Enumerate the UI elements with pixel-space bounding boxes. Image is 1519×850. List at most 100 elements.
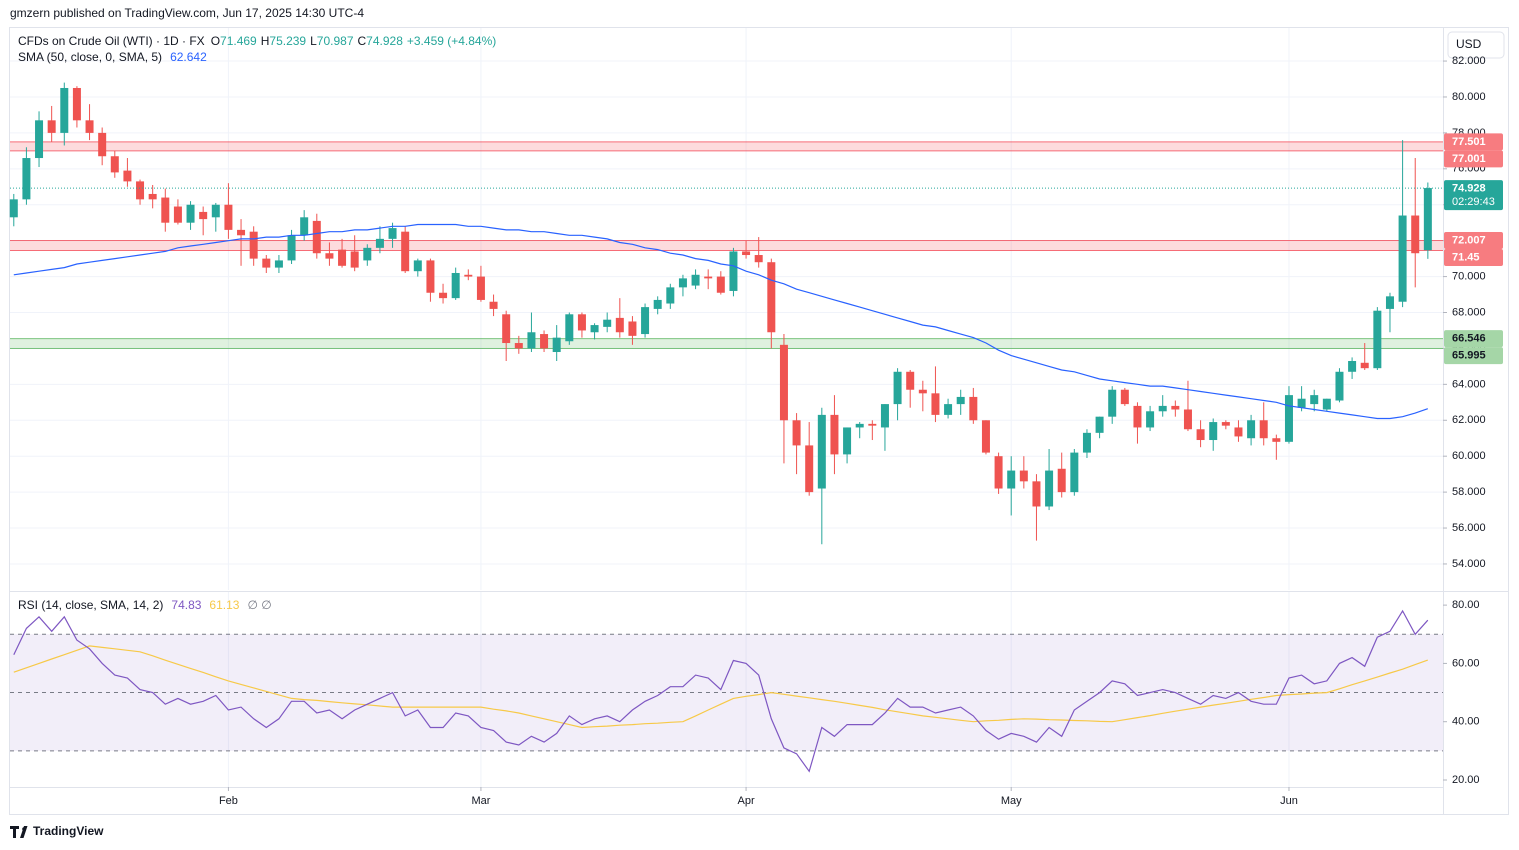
candle-body (830, 414, 839, 455)
legend: CFDs on Crude Oil (WTI) · 1D · FX O71.469… (18, 34, 496, 48)
candle-body (439, 292, 448, 299)
rsi-symbols: ∅ ∅ (247, 598, 271, 612)
rsi-line (13, 609, 1429, 773)
candle-body (552, 337, 561, 353)
candle-body (1272, 438, 1281, 442)
y-tick-label: 54.000 (1452, 558, 1486, 570)
candle-body (1385, 296, 1394, 309)
candle-body (969, 396, 978, 421)
ohlc-value: 74.928 (366, 34, 403, 48)
sma-legend: SMA (50, close, 0, SMA, 5) 62.642 (18, 50, 207, 64)
candle-body (1423, 188, 1432, 251)
candle-body (464, 274, 473, 277)
x-tick-label: Apr (738, 795, 755, 807)
candle-body (754, 255, 763, 263)
candle-body (35, 120, 44, 159)
candle-body (262, 258, 271, 268)
candle-body (22, 158, 31, 200)
candle-body (413, 260, 422, 272)
ohlc-label: O (211, 34, 220, 48)
publisher: gmzern published on TradingView.com, Jun… (10, 6, 364, 20)
candle-body (338, 249, 347, 266)
candle-body (451, 272, 460, 299)
candle-body (1310, 395, 1319, 405)
zone (10, 141, 1443, 151)
y-tick-label: 80.000 (1452, 91, 1486, 103)
y-tick-label: 82.000 (1452, 55, 1486, 67)
candle-body (9, 199, 18, 218)
candle-body (603, 319, 612, 327)
candle-body (1259, 420, 1268, 439)
candle-body (704, 276, 713, 279)
currency-button[interactable] (1447, 31, 1505, 59)
candle-body (1209, 422, 1218, 441)
candle-body (767, 262, 776, 333)
candle-body (1335, 371, 1344, 401)
candle-body (691, 274, 700, 286)
candle-body (540, 334, 549, 349)
candle-body (350, 251, 359, 268)
price-label: 66.546 (1452, 333, 1486, 345)
y-tick-label: 60.00 (1452, 657, 1480, 669)
candle-body (1032, 481, 1041, 507)
candle-body (388, 228, 397, 239)
candle-body (716, 276, 725, 293)
candle-body (401, 231, 410, 272)
y-tick-label: 80.00 (1452, 599, 1480, 611)
rsi-legend: RSI (14, close, SMA, 14, 2) 74.83 61.13 ∅ ∅ (18, 598, 272, 612)
candle-body (590, 325, 599, 333)
candle-body (98, 132, 107, 157)
candle-body (779, 344, 788, 421)
candle-body (249, 231, 258, 259)
ohlc-value: 75.239 (269, 34, 306, 48)
candle-body (110, 156, 119, 173)
candle-body (1183, 409, 1192, 430)
candle-body (72, 87, 81, 121)
candle-body (1373, 310, 1382, 369)
candle-body (300, 217, 309, 236)
candle-body (678, 278, 687, 288)
y-tick-label: 60.000 (1452, 450, 1486, 462)
candle-body (60, 87, 69, 133)
candle-body (161, 197, 170, 223)
candle-body (1133, 405, 1142, 428)
candle-body (1045, 470, 1054, 507)
candle-body (489, 301, 498, 309)
y-tick-label: 70.000 (1452, 270, 1486, 282)
price-label-box (1444, 150, 1503, 168)
candle-body (123, 170, 132, 182)
frame (9, 27, 1509, 815)
candle-body (981, 420, 990, 453)
candle-body (224, 204, 233, 230)
currency[interactable]: USD (1456, 37, 1482, 51)
candle-body (577, 314, 586, 331)
price-label: 72.007 (1452, 234, 1486, 246)
ohlc-value: 70.987 (317, 34, 354, 48)
countdown: 02:29:43 (1452, 196, 1495, 208)
candle-body (476, 276, 485, 300)
zone (10, 240, 1443, 251)
price-label-box (1444, 330, 1503, 348)
candle-body (1158, 405, 1167, 412)
candle-body (47, 120, 56, 133)
candle-body (1057, 468, 1066, 493)
price-label: 74.928 (1452, 182, 1486, 194)
sma-line (13, 223, 1428, 420)
candle-body (502, 314, 511, 344)
ohlc-label: C (358, 34, 367, 48)
y-tick-label: 58.000 (1452, 486, 1486, 498)
candle-body (274, 260, 283, 268)
candle-body (880, 404, 889, 428)
candle-body (565, 314, 574, 342)
y-tick-label: 40.00 (1452, 716, 1480, 728)
candle-body (1348, 360, 1357, 372)
price-label: 65.995 (1452, 350, 1486, 362)
candle-body (944, 404, 953, 415)
rsi-name: RSI (14, close, SMA, 14, 2) (18, 598, 163, 612)
candle-body (1108, 389, 1117, 417)
brand-logo (10, 826, 28, 838)
brand: TradingView (33, 824, 104, 838)
rsi-value: 61.13 (209, 598, 239, 612)
price-label-box (1444, 180, 1503, 211)
